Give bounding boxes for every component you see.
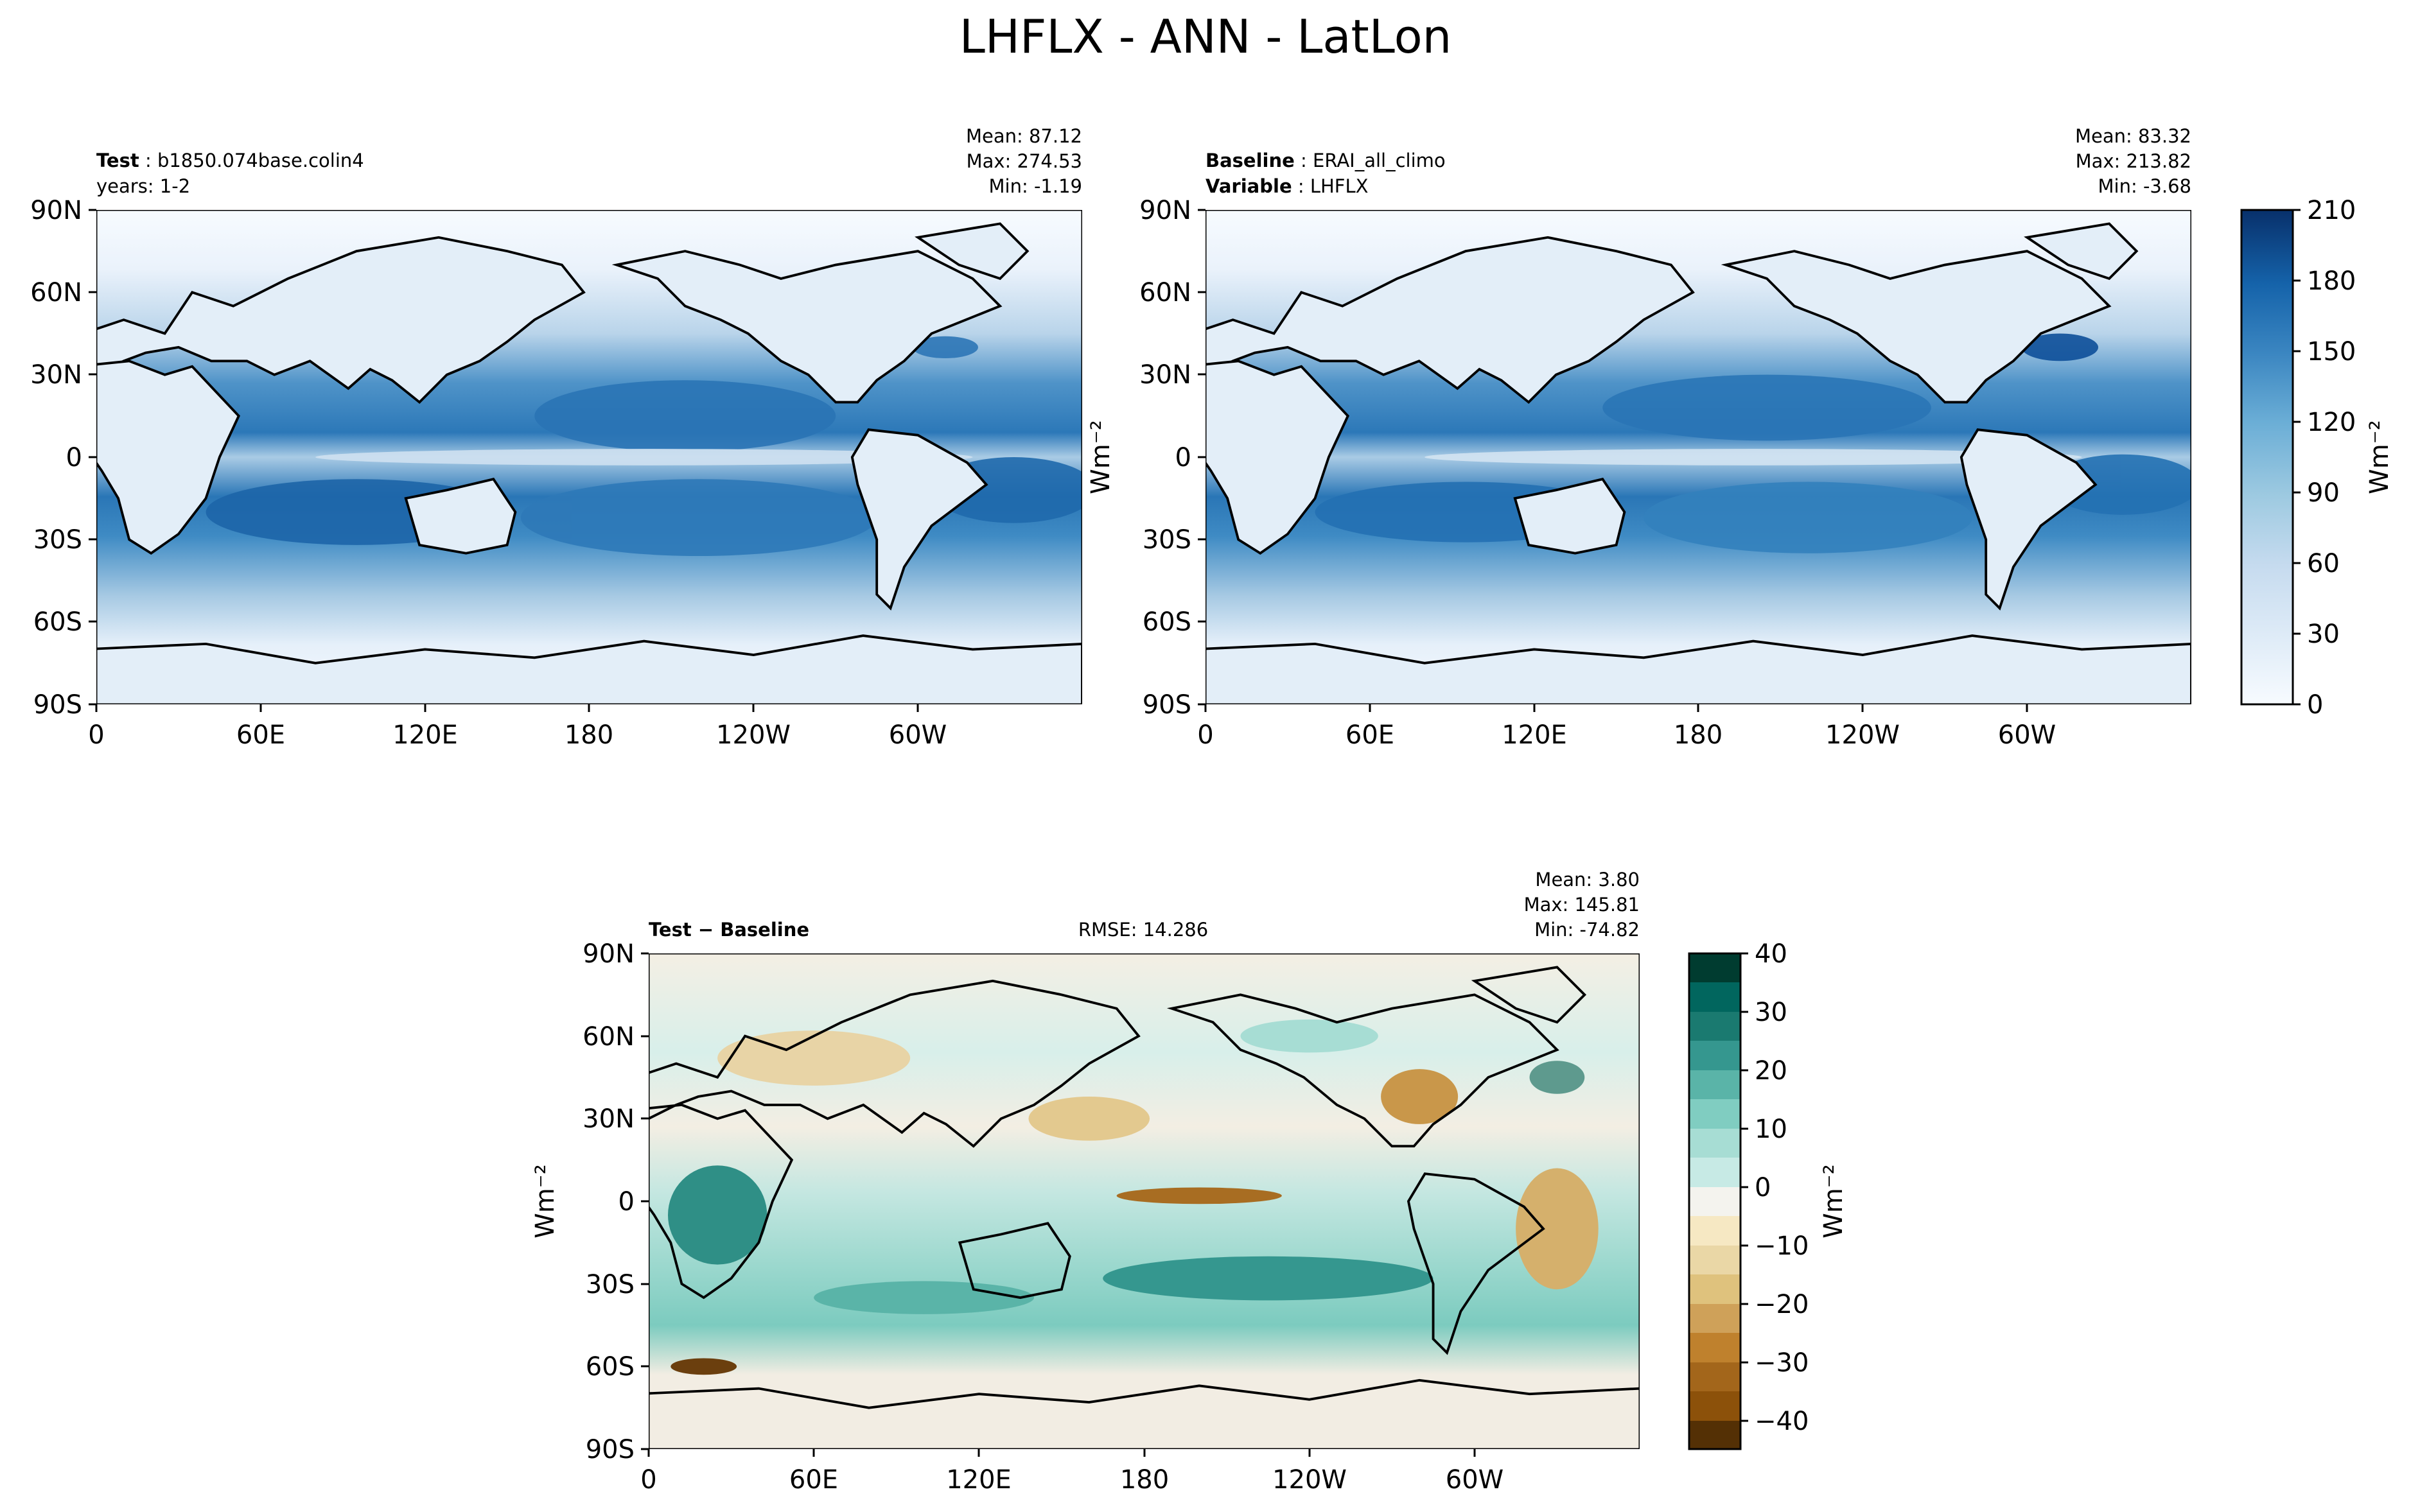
test-y-tick-label: 30S (33, 525, 82, 555)
baseline-x-tick-label: 60W (1998, 720, 2056, 750)
diff-label: Test − Baseline (649, 919, 809, 941)
baseline-y-tick-label: 90S (1143, 690, 1191, 720)
baseline-y-unit-label: Wm⁻² (1086, 420, 1116, 494)
diff-field-blobs (668, 1019, 1599, 1375)
diff-colorbar-frame (1688, 952, 1742, 1450)
diff-colorbar-label: Wm⁻² (1819, 1164, 1848, 1238)
test-y-tick-label: 60N (30, 278, 82, 308)
diff-colorbar-tick: 10 (1755, 1115, 1787, 1144)
baseline-x-axis: 0 60E 120E 180 120W 60W (1197, 704, 2056, 750)
diff-colorbar-tick: −10 (1755, 1231, 1809, 1261)
diff-y-tick-label: 30N (583, 1104, 635, 1134)
test-x-axis: 0 60E 120E 180 120W 60W (88, 704, 947, 750)
test-x-tick-label: 180 (565, 720, 613, 750)
diff-land (649, 966, 1640, 1409)
baseline-colorbar-tick: 120 (2307, 408, 2356, 437)
test-years: years: 1-2 (96, 175, 190, 197)
baseline-x-tick-label: 120E (1502, 720, 1567, 750)
diff-colorbar-tick: −30 (1755, 1348, 1809, 1378)
diff-x-tick-label: 180 (1120, 1465, 1169, 1495)
test-x-tick-label: 60E (236, 720, 285, 750)
figure-title: LHFLX - ANN - LatLon (960, 10, 1452, 64)
diff-y-tick-label: 90N (583, 939, 635, 969)
test-x-tick-label: 0 (88, 720, 104, 750)
diff-colorbar-tick: 0 (1755, 1173, 1771, 1203)
test-min: Min: -1.19 (989, 175, 1082, 197)
test-label: Test : b1850.074base.colin4 (96, 150, 364, 171)
baseline-colorbar-fill (2240, 209, 2294, 706)
diff-colorbar-tick: 30 (1755, 998, 1787, 1027)
baseline-map (1206, 210, 2191, 704)
baseline-colorbar-tick: 0 (2307, 690, 2323, 720)
diff-y-tick-label: 60S (586, 1352, 635, 1382)
baseline-y-tick-label: 30S (1143, 525, 1191, 555)
baseline-colorbar-tick: 60 (2307, 549, 2340, 578)
test-land (96, 222, 1082, 704)
diff-y-tick-label: 60N (583, 1022, 635, 1052)
test-y-axis: 90N 60N 30N 0 30S 60S 90S (30, 196, 96, 720)
diff-x-tick-label: 60E (789, 1465, 838, 1495)
diff-map (649, 953, 1640, 1449)
test-panel: Test : b1850.074base.colin4 years: 1-2 M… (30, 125, 1082, 750)
diff-colorbar-tick: 40 (1755, 939, 1787, 969)
baseline-mean: Mean: 83.32 (2075, 125, 2191, 147)
baseline-x-tick-label: 60E (1346, 720, 1394, 750)
test-mean: Mean: 87.12 (966, 125, 1082, 147)
test-x-tick-label: 120W (716, 720, 791, 750)
baseline-colorbar-tick: 210 (2307, 196, 2356, 225)
diff-y-unit-label: Wm⁻² (530, 1164, 560, 1238)
diff-panel: Test − Baseline RMSE: 14.286 Mean: 3.80 … (530, 869, 1848, 1495)
baseline-colorbar: 210 180 150 120 90 60 30 0 Wm⁻² (2240, 196, 2394, 720)
baseline-x-tick-label: 0 (1197, 720, 1213, 750)
baseline-y-tick-label: 60S (1143, 607, 1191, 637)
diff-colorbar: 40 30 20 10 0 −10 −20 −30 −40 Wm⁻² (1688, 939, 1848, 1450)
test-max: Max: 274.53 (967, 150, 1082, 172)
baseline-x-tick-label: 120W (1825, 720, 1900, 750)
baseline-x-tick-label: 180 (1674, 720, 1723, 750)
baseline-min: Min: -3.68 (2098, 175, 2191, 197)
test-y-tick-label: 0 (66, 443, 82, 473)
test-y-tick-label: 30N (30, 360, 82, 390)
baseline-label: Baseline : ERAI_all_climo (1206, 150, 1446, 171)
test-y-tick-label: 90N (30, 196, 82, 225)
diff-y-tick-label: 0 (618, 1187, 635, 1217)
diff-mean: Mean: 3.80 (1535, 869, 1640, 891)
diff-colorbar-tick: −20 (1755, 1290, 1809, 1319)
diff-colorbar-tick: 20 (1755, 1056, 1787, 1086)
diff-y-axis: 90N 60N 30N 0 30S 60S 90S Wm⁻² (530, 939, 649, 1464)
diff-colorbar-tick: −40 (1755, 1407, 1809, 1436)
baseline-colorbar-tick: 90 (2307, 478, 2340, 508)
baseline-panel: Baseline : ERAI_all_climo Variable : LHF… (1086, 125, 2394, 750)
baseline-field-blobs (1315, 333, 2191, 553)
diff-min: Min: -74.82 (1534, 919, 1640, 941)
diff-x-tick-label: 120E (946, 1465, 1012, 1495)
baseline-variable: Variable : LHFLX (1206, 175, 1369, 197)
baseline-max: Max: 213.82 (2076, 150, 2191, 172)
diff-x-tick-label: 0 (640, 1465, 656, 1495)
diff-y-tick-label: 90S (586, 1435, 635, 1464)
baseline-y-tick-label: 0 (1175, 443, 1191, 473)
baseline-colorbar-tick: 180 (2307, 266, 2356, 296)
test-y-tick-label: 90S (33, 690, 82, 720)
test-x-tick-label: 60W (889, 720, 947, 750)
diff-x-tick-label: 120W (1272, 1465, 1347, 1495)
diff-x-tick-label: 60W (1446, 1465, 1504, 1495)
diff-max: Max: 145.81 (1524, 894, 1640, 916)
diff-rmse: RMSE: 14.286 (1078, 919, 1208, 941)
baseline-y-axis: 90N 60N 30N 0 30S 60S 90S Wm⁻² (1086, 196, 1206, 720)
baseline-colorbar-label: Wm⁻² (2365, 420, 2394, 494)
test-map (96, 210, 1082, 704)
baseline-y-tick-label: 90N (1139, 196, 1191, 225)
baseline-y-tick-label: 60N (1139, 278, 1191, 308)
baseline-y-tick-label: 30N (1139, 360, 1191, 390)
baseline-colorbar-tick: 150 (2307, 337, 2356, 367)
test-x-tick-label: 120E (392, 720, 458, 750)
test-y-tick-label: 60S (33, 607, 82, 637)
diff-y-tick-label: 30S (586, 1270, 635, 1299)
diff-x-axis: 0 60E 120E 180 120W 60W (640, 1449, 1504, 1495)
baseline-land (1206, 222, 2191, 704)
baseline-colorbar-tick: 30 (2307, 620, 2340, 649)
